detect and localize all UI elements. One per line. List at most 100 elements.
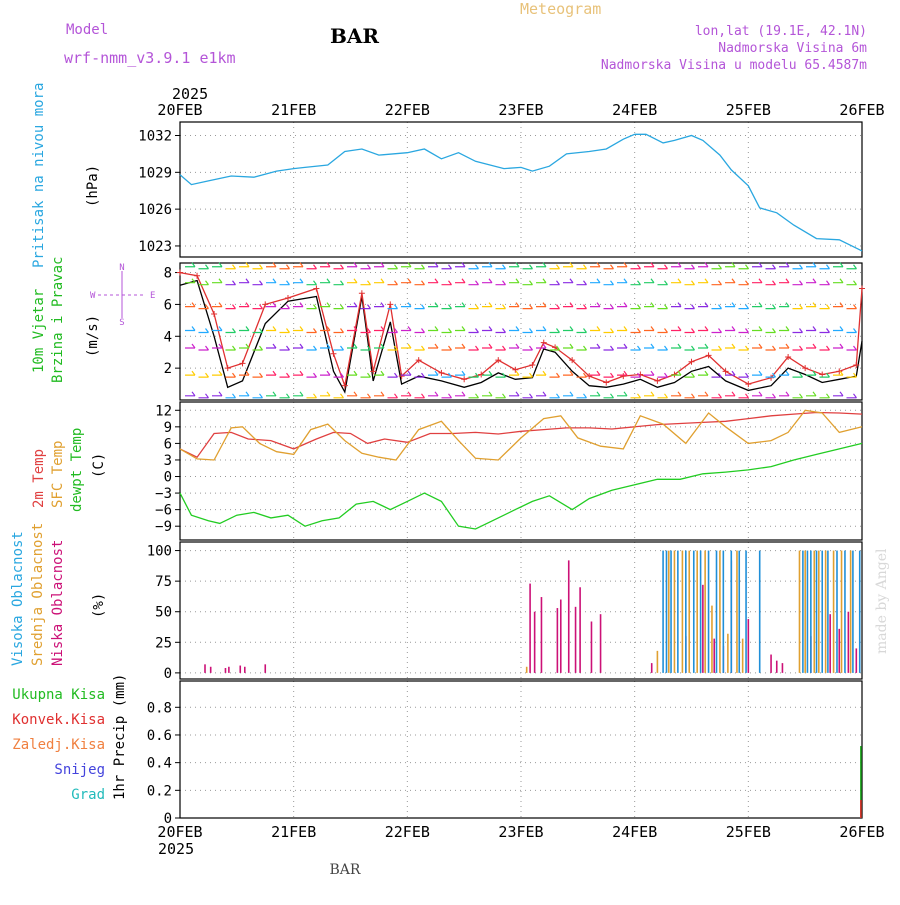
gust-marker bbox=[387, 301, 394, 308]
wind-barb-icon bbox=[482, 370, 493, 376]
wind-barb-icon bbox=[374, 326, 385, 332]
wind-barb-icon bbox=[333, 280, 344, 286]
wind-barb-icon bbox=[198, 393, 209, 399]
wind-barb-icon bbox=[644, 278, 655, 284]
wind-barb-icon bbox=[576, 328, 587, 334]
wind-barb-icon bbox=[495, 328, 506, 334]
gust-marker bbox=[224, 365, 231, 372]
wind-barb-icon bbox=[644, 343, 655, 349]
bottom-date-label: 22FEB bbox=[385, 823, 430, 841]
wind-barb-icon bbox=[360, 280, 371, 286]
wind-barb-icon bbox=[252, 280, 263, 286]
wind-barb-icon bbox=[414, 264, 425, 270]
elevation-label: Nadmorska Visina 6m bbox=[718, 41, 867, 56]
gust-marker bbox=[239, 360, 246, 367]
wind-barb-icon bbox=[617, 262, 628, 268]
wind-barb-icon bbox=[833, 343, 844, 349]
wind-barb-icon bbox=[792, 328, 803, 334]
y-tick-label: 0.8 bbox=[147, 700, 172, 716]
y-tick-label: 8 bbox=[164, 266, 172, 282]
wind-barb-icon bbox=[752, 343, 763, 349]
y-tick-label: −9 bbox=[155, 519, 172, 535]
wind-barb-icon bbox=[509, 370, 520, 376]
wind-barb-icon bbox=[482, 326, 493, 332]
wind-barb-icon bbox=[252, 372, 263, 378]
precip-legend-3: Snijeg bbox=[54, 762, 105, 778]
wind-barb-icon bbox=[603, 345, 614, 351]
gust-marker bbox=[398, 373, 405, 380]
wind-barb-icon bbox=[765, 280, 776, 286]
wind-barb-icon bbox=[657, 345, 668, 351]
panel-frame bbox=[179, 121, 863, 258]
wind-barb-icon bbox=[576, 345, 587, 351]
wind-barb-icon bbox=[630, 280, 641, 286]
wind-barb-icon bbox=[779, 278, 790, 284]
gust-marker bbox=[853, 361, 860, 368]
wind-barb-icon bbox=[279, 345, 290, 351]
wind-barb-icon bbox=[239, 262, 250, 268]
wind-barb-icon bbox=[185, 302, 196, 308]
wind-barb-icon bbox=[455, 326, 466, 332]
wind-barb-icon bbox=[279, 328, 290, 334]
wind-barb-icon bbox=[428, 370, 439, 376]
wind-barb-icon bbox=[846, 393, 857, 399]
plot-layer: 10231026102910322468−9−6−303691202550751… bbox=[138, 121, 865, 827]
y-tick-label: 0.6 bbox=[147, 728, 172, 744]
wind-barb-icon bbox=[725, 391, 736, 397]
wind-barb-icon bbox=[563, 343, 574, 349]
wind-barb-icon bbox=[711, 372, 722, 378]
cloud-side-label-1: Visoka Oblacnost bbox=[10, 531, 26, 666]
wind-barb-icon bbox=[225, 304, 236, 310]
y-tick-label: 1023 bbox=[138, 239, 172, 255]
wind-barb-icon bbox=[590, 370, 601, 376]
cloud-side-label-2: Srednja Oblacnost bbox=[30, 523, 46, 666]
wind-barb-icon bbox=[482, 302, 493, 308]
wind-barb-icon bbox=[239, 370, 250, 376]
wind-barb-icon bbox=[414, 304, 425, 310]
wind-barb-icon bbox=[252, 328, 263, 334]
y-tick-label: 6 bbox=[164, 436, 172, 452]
wind-barb-icon bbox=[725, 278, 736, 284]
gust-marker bbox=[620, 373, 627, 380]
wind-barb-icon bbox=[657, 264, 668, 270]
compass-e: E bbox=[150, 291, 155, 301]
wind-barb-icon bbox=[468, 304, 479, 310]
wind-barb-icon bbox=[252, 393, 263, 399]
wind-barb-icon bbox=[522, 280, 533, 286]
compass-w: W bbox=[90, 291, 96, 301]
wind-barb-icon bbox=[630, 393, 641, 399]
panel-frame bbox=[179, 401, 863, 541]
wind-barb-icon bbox=[320, 326, 331, 332]
wind-barb-icon bbox=[306, 393, 317, 399]
wind-barb-icon bbox=[347, 326, 358, 332]
wind-barb-icon bbox=[455, 370, 466, 376]
wind-barb-icon bbox=[428, 278, 439, 284]
top-date-label: 21FEB bbox=[271, 101, 316, 119]
wind-barb-icon bbox=[509, 343, 520, 349]
wind-barb-icon bbox=[441, 328, 452, 334]
wind-barb-icon bbox=[522, 264, 533, 270]
wind-barb-icon bbox=[657, 304, 668, 310]
wind-barb-icon bbox=[603, 328, 614, 334]
wind-barb-icon bbox=[711, 393, 722, 399]
wind-barb-icon bbox=[279, 372, 290, 378]
gust-marker bbox=[836, 368, 843, 375]
wind-barb-icon bbox=[293, 391, 304, 397]
wind-barb-icon bbox=[509, 326, 520, 332]
wind-barb-icon bbox=[252, 304, 263, 310]
wind-barb-icon bbox=[252, 264, 263, 270]
top-date-label: 22FEB bbox=[385, 101, 430, 119]
wind-barb-icon bbox=[846, 345, 857, 351]
wind-barb-icon bbox=[792, 280, 803, 286]
gust-marker bbox=[705, 352, 712, 359]
lonlat-label: lon,lat (19.1E, 42.1N) bbox=[695, 24, 867, 39]
wind-barb-icon bbox=[779, 326, 790, 332]
wind-barb-icon bbox=[792, 372, 803, 378]
wind-barb-icon bbox=[468, 328, 479, 334]
wind-barb-icon bbox=[846, 372, 857, 378]
wind-barb-icon bbox=[468, 372, 479, 378]
wind-barb-icon bbox=[266, 370, 277, 376]
wind-barb-icon bbox=[387, 304, 398, 310]
wind-barb-icon bbox=[549, 345, 560, 351]
wind-barb-icon bbox=[468, 264, 479, 270]
